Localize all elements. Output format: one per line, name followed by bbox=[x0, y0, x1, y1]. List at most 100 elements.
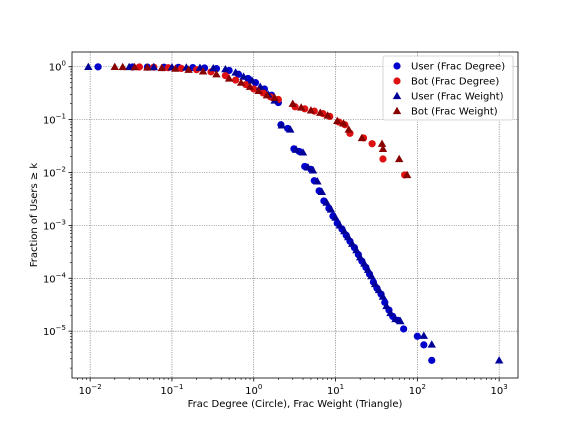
triangle-point bbox=[378, 144, 388, 153]
triangle-point bbox=[313, 177, 322, 185]
y-tick-label: 10−3 bbox=[43, 218, 66, 232]
triangle-point bbox=[427, 340, 436, 348]
circle-point bbox=[413, 332, 421, 340]
triangle-point bbox=[118, 62, 127, 71]
triangle-point bbox=[352, 245, 361, 254]
triangle-point bbox=[344, 125, 353, 133]
triangle-point bbox=[130, 62, 139, 71]
triangle-point bbox=[184, 65, 193, 73]
x-tick-label: 103 bbox=[491, 383, 508, 397]
triangle-point bbox=[331, 213, 340, 221]
y-tick-label: 100 bbox=[49, 60, 66, 74]
triangle-point bbox=[348, 239, 357, 247]
triangle-point bbox=[254, 86, 263, 95]
x-tick-label: 10−1 bbox=[160, 383, 183, 397]
triangle-point bbox=[377, 139, 387, 147]
triangle-point bbox=[494, 356, 504, 364]
triangle-point bbox=[357, 133, 367, 142]
triangle-point bbox=[262, 90, 272, 99]
x-axis-label: Frac Degree (Circle), Frac Weight (Trian… bbox=[188, 399, 403, 410]
triangle-point bbox=[360, 259, 369, 267]
triangle-point bbox=[396, 316, 405, 325]
circle-point bbox=[400, 325, 408, 333]
legend-label: User (Frac Weight) bbox=[411, 92, 504, 103]
triangle-point bbox=[247, 76, 257, 84]
triangle-point bbox=[306, 106, 316, 114]
triangle-point bbox=[326, 205, 336, 213]
circle-point bbox=[242, 80, 250, 89]
triangle-point bbox=[209, 63, 218, 72]
triangle-point bbox=[198, 67, 208, 75]
axis-ticks: 10−2 10−1 100 101 102 103 10−5 10−4 10−3 10−2 10−1… bbox=[43, 60, 508, 397]
triangle-point bbox=[277, 121, 286, 129]
triangle-point bbox=[221, 64, 230, 73]
triangle-point bbox=[335, 221, 345, 229]
triangle-point bbox=[286, 125, 295, 133]
legend-box bbox=[382, 55, 514, 121]
legend-label: Bot (Frac Weight) bbox=[411, 107, 498, 118]
triangle-point bbox=[149, 62, 159, 71]
y-tick-label: 10−2 bbox=[43, 166, 66, 180]
triangle-point bbox=[288, 99, 297, 107]
triangle-point bbox=[291, 145, 301, 153]
triangle-point bbox=[124, 62, 134, 71]
triangle-point bbox=[344, 232, 353, 241]
legend-label: Bot (Frac Degree) bbox=[411, 77, 499, 88]
legend-label: User (Frac Degree) bbox=[411, 62, 505, 73]
x-tick-label: 101 bbox=[327, 383, 344, 397]
y-tick-label: 10−4 bbox=[43, 271, 67, 285]
grid-lines bbox=[72, 52, 518, 378]
triangle-point bbox=[110, 62, 119, 71]
plot-frame bbox=[71, 51, 519, 379]
triangle-point bbox=[367, 271, 376, 280]
circle-point bbox=[379, 155, 387, 163]
triangle-point bbox=[143, 63, 152, 71]
y-tick-label: 10−5 bbox=[43, 324, 66, 338]
circle-point bbox=[368, 140, 376, 148]
x-tick-label: 102 bbox=[409, 383, 426, 397]
legend-marker bbox=[393, 62, 401, 70]
triangle-point bbox=[303, 163, 313, 171]
legend-marker bbox=[392, 91, 402, 100]
triangle-point bbox=[231, 68, 240, 76]
triangle-point bbox=[171, 64, 180, 72]
triangle-point bbox=[157, 63, 166, 72]
triangle-point bbox=[239, 72, 248, 80]
triangle-point bbox=[333, 116, 342, 124]
triangle-point bbox=[270, 93, 279, 101]
data-points bbox=[84, 62, 504, 364]
legend-marker bbox=[392, 106, 402, 115]
triangle-point bbox=[395, 154, 404, 163]
triangle-point bbox=[316, 108, 325, 116]
triangle-point bbox=[298, 148, 308, 156]
triangle-point bbox=[245, 82, 255, 90]
triangle-point bbox=[386, 308, 395, 317]
circle-point bbox=[232, 76, 240, 84]
triangle-point bbox=[212, 70, 221, 78]
triangle-point bbox=[374, 285, 384, 294]
circle-point bbox=[221, 71, 229, 80]
x-tick-label: 100 bbox=[245, 383, 262, 397]
triangle-point bbox=[370, 279, 380, 288]
triangle-point bbox=[84, 62, 93, 71]
triangle-point bbox=[236, 78, 246, 86]
triangle-point bbox=[391, 314, 400, 323]
circle-point bbox=[420, 341, 428, 349]
y-tick-label: 10−1 bbox=[43, 113, 66, 127]
triangle-point bbox=[363, 265, 373, 273]
triangle-point bbox=[419, 331, 429, 339]
series-2 bbox=[84, 62, 504, 364]
triangle-point bbox=[378, 292, 388, 300]
circle-point bbox=[428, 356, 436, 364]
triangle-point bbox=[355, 253, 365, 261]
triangle-point bbox=[224, 74, 234, 82]
series-3 bbox=[110, 62, 412, 179]
triangle-point bbox=[317, 187, 327, 196]
circle-point bbox=[94, 63, 102, 71]
y-axis-label: Fraction of Users ≥ k bbox=[29, 163, 40, 268]
triangle-point bbox=[402, 170, 412, 179]
legend-marker bbox=[393, 77, 401, 85]
triangle-point bbox=[339, 119, 348, 127]
triangle-point bbox=[296, 103, 306, 111]
